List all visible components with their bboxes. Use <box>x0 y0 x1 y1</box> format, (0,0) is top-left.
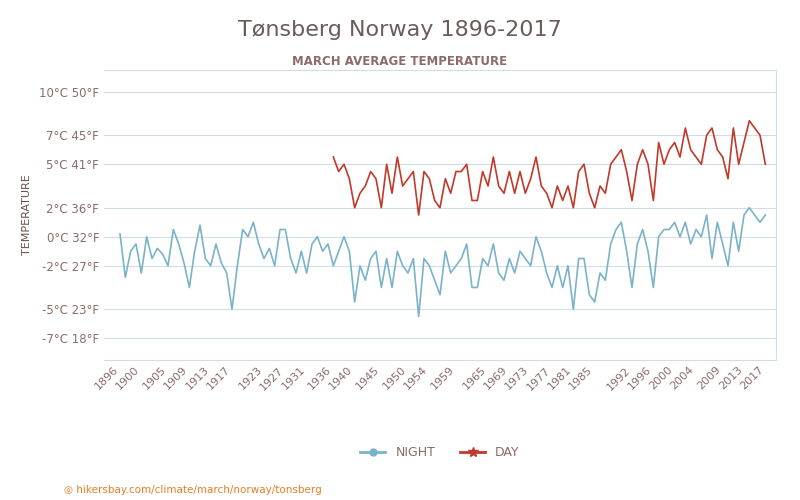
Text: MARCH AVERAGE TEMPERATURE: MARCH AVERAGE TEMPERATURE <box>293 55 507 68</box>
Legend: NIGHT, DAY: NIGHT, DAY <box>355 441 525 464</box>
Y-axis label: TEMPERATURE: TEMPERATURE <box>22 174 32 256</box>
Text: ◎ hikersbay.com/climate/march/norway/tonsberg: ◎ hikersbay.com/climate/march/norway/ton… <box>64 485 322 495</box>
Text: Tønsberg Norway 1896-2017: Tønsberg Norway 1896-2017 <box>238 20 562 40</box>
